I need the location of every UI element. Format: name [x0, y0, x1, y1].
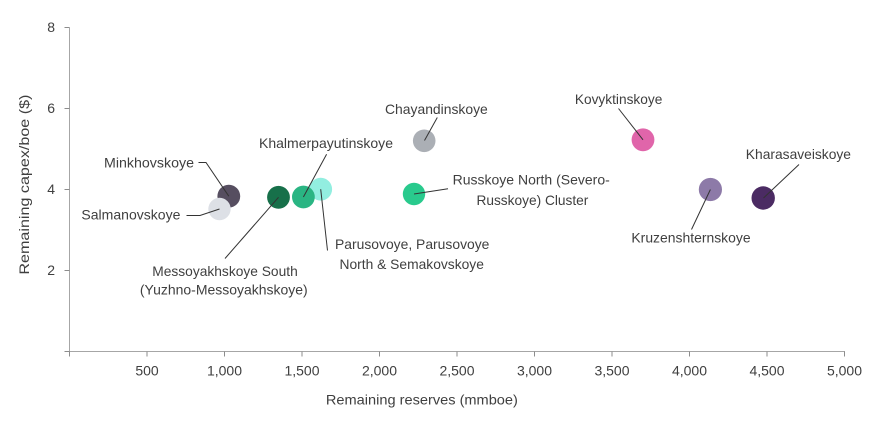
svg-text:5,000: 5,000 — [827, 363, 862, 379]
svg-text:Remaining capex/boe ($): Remaining capex/boe ($) — [16, 95, 32, 275]
svg-text:Minkhovskoye: Minkhovskoye — [104, 155, 194, 171]
svg-text:4,000: 4,000 — [672, 363, 707, 379]
svg-text:(Yuzhno-Messoyakhskoye): (Yuzhno-Messoyakhskoye) — [140, 281, 308, 297]
svg-text:3,500: 3,500 — [594, 363, 629, 379]
svg-text:Khalmerpayutinskoye: Khalmerpayutinskoye — [259, 135, 393, 151]
svg-text:Russkoye North (Severo-: Russkoye North (Severo- — [453, 172, 611, 188]
svg-text:2: 2 — [47, 262, 55, 278]
svg-text:Parusovoye, Parusovoye: Parusovoye, Parusovoye — [335, 236, 490, 252]
svg-text:1,000: 1,000 — [207, 363, 242, 379]
svg-text:North & Semakovskoye: North & Semakovskoye — [340, 256, 485, 272]
svg-text:2,000: 2,000 — [362, 363, 397, 379]
svg-text:Messoyakhskoye South: Messoyakhskoye South — [152, 263, 298, 279]
svg-text:6: 6 — [47, 100, 55, 116]
svg-text:Chayandinskoye: Chayandinskoye — [385, 101, 488, 117]
svg-text:4: 4 — [47, 181, 55, 197]
svg-text:Kharasaveiskoye: Kharasaveiskoye — [746, 146, 851, 162]
svg-text:Salmanovskoye: Salmanovskoye — [81, 207, 180, 223]
svg-text:3,000: 3,000 — [517, 363, 552, 379]
svg-text:Kovyktinskoye: Kovyktinskoye — [575, 91, 663, 107]
svg-text:2,500: 2,500 — [439, 363, 474, 379]
svg-text:1,500: 1,500 — [284, 363, 319, 379]
svg-text:Kruzenshternskoye: Kruzenshternskoye — [631, 229, 750, 245]
svg-text:8: 8 — [47, 19, 55, 35]
svg-text:4,500: 4,500 — [749, 363, 784, 379]
svg-text:Russkoye) Cluster: Russkoye) Cluster — [476, 192, 588, 208]
svg-text:Remaining reserves (mmboe): Remaining reserves (mmboe) — [326, 392, 518, 408]
svg-text:500: 500 — [135, 363, 159, 379]
